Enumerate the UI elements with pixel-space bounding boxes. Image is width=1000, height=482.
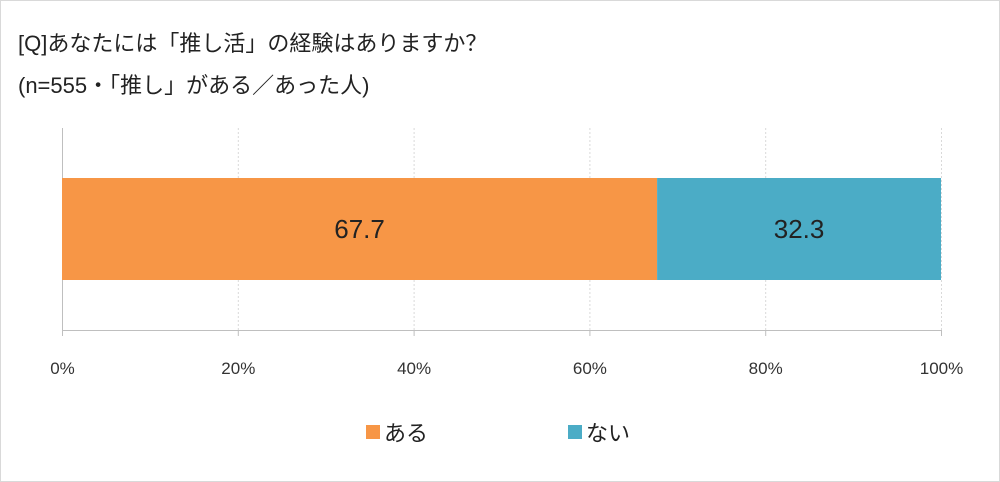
x-tick-label: 40% bbox=[397, 359, 431, 378]
bar-segment bbox=[62, 178, 658, 280]
x-tick-label: 60% bbox=[573, 359, 607, 378]
legend-swatch bbox=[568, 425, 582, 439]
x-tick-label: 80% bbox=[749, 359, 783, 378]
x-tick-label: 20% bbox=[221, 359, 255, 378]
x-tick-label: 0% bbox=[50, 359, 75, 378]
legend-label: ある bbox=[384, 421, 429, 446]
legend-label: ない bbox=[586, 421, 631, 446]
legend-swatch bbox=[366, 425, 380, 439]
legend-item-nai: ない bbox=[568, 416, 630, 448]
data-label: 32.3 bbox=[774, 214, 825, 244]
x-tick-label: 100% bbox=[920, 359, 963, 378]
data-label: 67.7 bbox=[334, 214, 385, 244]
chart-title: [Q]あなたには「推し活」の経験はありますか？ bbox=[18, 31, 488, 56]
bar-segment bbox=[657, 178, 941, 280]
chart-subtitle: (n=555・「推し」がある／あった人) bbox=[18, 73, 370, 98]
legend-item-aru: ある bbox=[366, 416, 428, 448]
